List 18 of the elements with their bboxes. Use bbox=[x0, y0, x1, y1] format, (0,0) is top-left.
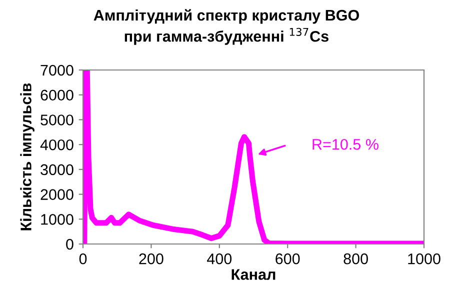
y-tick-label: 6000 bbox=[40, 90, 74, 101]
y-tick-label: 1000 bbox=[41, 214, 74, 225]
chart-title: Амплітудний спектр кристалу BGO при гамма-збудженні $^{137}$Cs bbox=[94, 9, 359, 45]
x-tick-label: 200 bbox=[139, 253, 164, 264]
y-tick-label: 0 bbox=[66, 238, 74, 250]
x-tick-label: 1000 bbox=[408, 253, 440, 264]
y-tick-label: 5000 bbox=[40, 114, 74, 126]
y-tick-label: 7000 bbox=[40, 64, 74, 76]
y-axis-title: Кількість імпульсів bbox=[20, 83, 34, 230]
x-tick-label: 400 bbox=[207, 253, 232, 264]
y-tick-label: 4000 bbox=[40, 139, 74, 150]
y-tick-label: 3000 bbox=[40, 164, 74, 176]
x-tick-label: 0 bbox=[79, 253, 87, 264]
x-tick-label: 600 bbox=[276, 253, 300, 264]
x-axis-title: Канал bbox=[232, 269, 276, 280]
y-tick-label: 2000 bbox=[40, 189, 74, 200]
x-tick-label: 800 bbox=[344, 253, 368, 264]
annotation: R=10.5 % bbox=[312, 138, 378, 150]
